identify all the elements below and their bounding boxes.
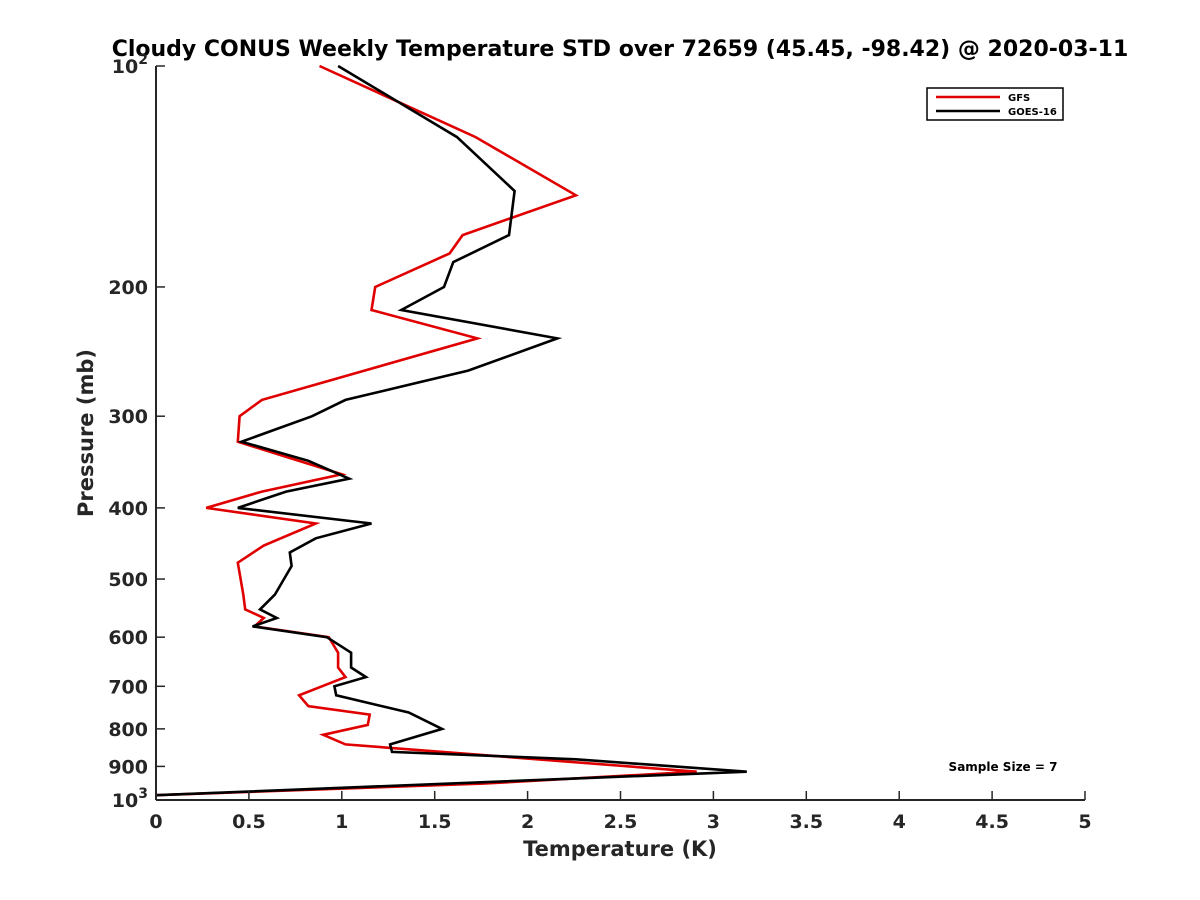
y-tick-label: 500	[108, 569, 148, 591]
y-tick-label: 600	[108, 627, 148, 649]
y-tick-label: 700	[108, 676, 148, 698]
x-axis-label: Temperature (K)	[523, 837, 717, 861]
chart-title: Cloudy CONUS Weekly Temperature STD over…	[112, 37, 1129, 62]
legend-label-goes-16: GOES-16	[1008, 107, 1057, 118]
x-tick-label: 2	[521, 811, 534, 833]
y-ticks: 102 200 300 400 500 600 700 800 900 103	[108, 52, 165, 812]
x-tick-label: 0.5	[232, 811, 266, 833]
series-line-goes-16	[155, 64, 747, 797]
y-tick-label: 300	[108, 406, 148, 428]
axes-layer	[155, 66, 1085, 801]
series-line-gfs	[155, 64, 697, 797]
x-tick-label: 2.5	[604, 811, 638, 833]
y-tick-label: 102	[112, 52, 148, 78]
legend: GFS GOES-16	[926, 87, 1064, 121]
x-tick-label: 3.5	[789, 811, 823, 833]
x-tick-label: 1	[335, 811, 348, 833]
y-tick-label: 200	[108, 277, 148, 299]
sample-size-annotation: Sample Size = 7	[949, 760, 1058, 774]
y-tick-label: 800	[108, 719, 148, 741]
y-tick-label: 900	[108, 756, 148, 778]
x-tick-label: 4	[893, 811, 906, 833]
series-layer	[155, 64, 747, 797]
legend-box	[926, 87, 1064, 121]
y-tick-label: 103	[112, 786, 148, 812]
x-tick-label: 1.5	[418, 811, 452, 833]
legend-label-gfs: GFS	[1008, 93, 1030, 104]
x-tick-label: 3	[707, 811, 720, 833]
x-tick-label: 5	[1078, 811, 1091, 833]
y-axis-label: Pressure (mb)	[74, 349, 98, 517]
x-ticks: 0 0.5 1 1.5 2 2.5 3 3.5 4 4.5 5	[149, 791, 1092, 833]
x-tick-label: 4.5	[975, 811, 1009, 833]
x-tick-label: 0	[149, 811, 162, 833]
y-tick-label: 400	[108, 498, 148, 520]
